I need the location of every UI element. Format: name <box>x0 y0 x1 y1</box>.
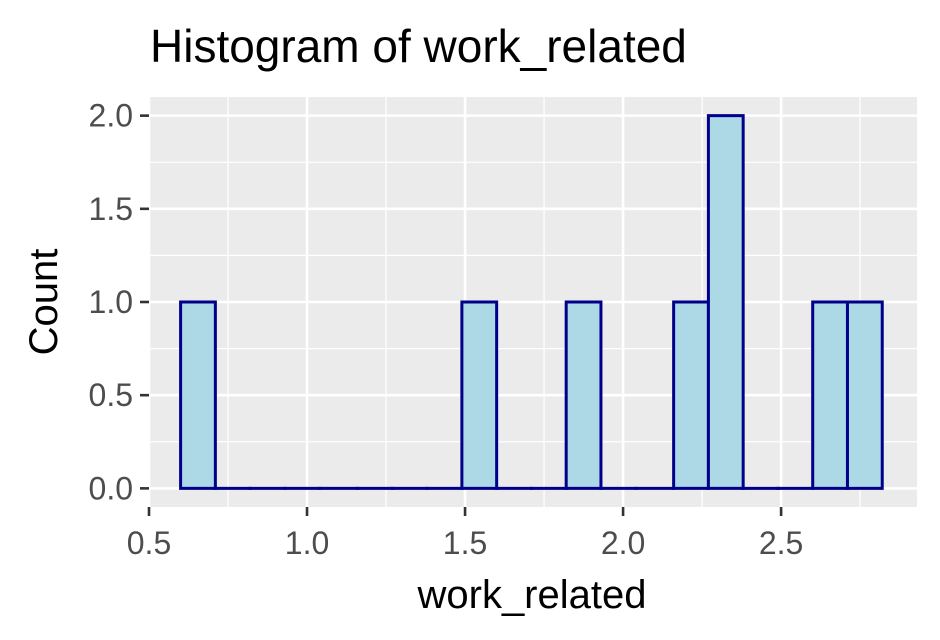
x-tick-label: 2.5 <box>759 525 803 561</box>
histogram-bar <box>564 300 603 490</box>
x-axis: 0.5 1.0 1.5 2.0 2.5 <box>127 507 803 561</box>
y-axis: 0.0 0.5 1.0 1.5 2.0 <box>89 98 149 506</box>
x-tick-label: 2.0 <box>601 525 645 561</box>
y-tick-label: 2.0 <box>89 98 133 134</box>
histogram-bar <box>179 300 217 490</box>
x-tick-label: 1.5 <box>443 525 487 561</box>
histogram-bar <box>672 300 710 490</box>
y-tick-label: 1.5 <box>89 191 133 227</box>
y-tick-label: 0.0 <box>89 470 133 506</box>
x-tick-label: 0.5 <box>127 525 171 561</box>
y-tick-label: 0.5 <box>89 377 133 413</box>
histogram-bar <box>706 114 745 490</box>
chart-title: Histogram of work_related <box>150 20 687 72</box>
histogram-bar <box>811 300 849 490</box>
y-tick-label: 1.0 <box>89 284 133 320</box>
histogram-bars <box>179 114 884 490</box>
histogram-bar <box>845 300 884 490</box>
x-axis-title: work_related <box>416 573 646 617</box>
y-axis-title: Count <box>22 249 66 356</box>
histogram-bar <box>460 300 499 490</box>
x-tick-label: 1.0 <box>285 525 329 561</box>
